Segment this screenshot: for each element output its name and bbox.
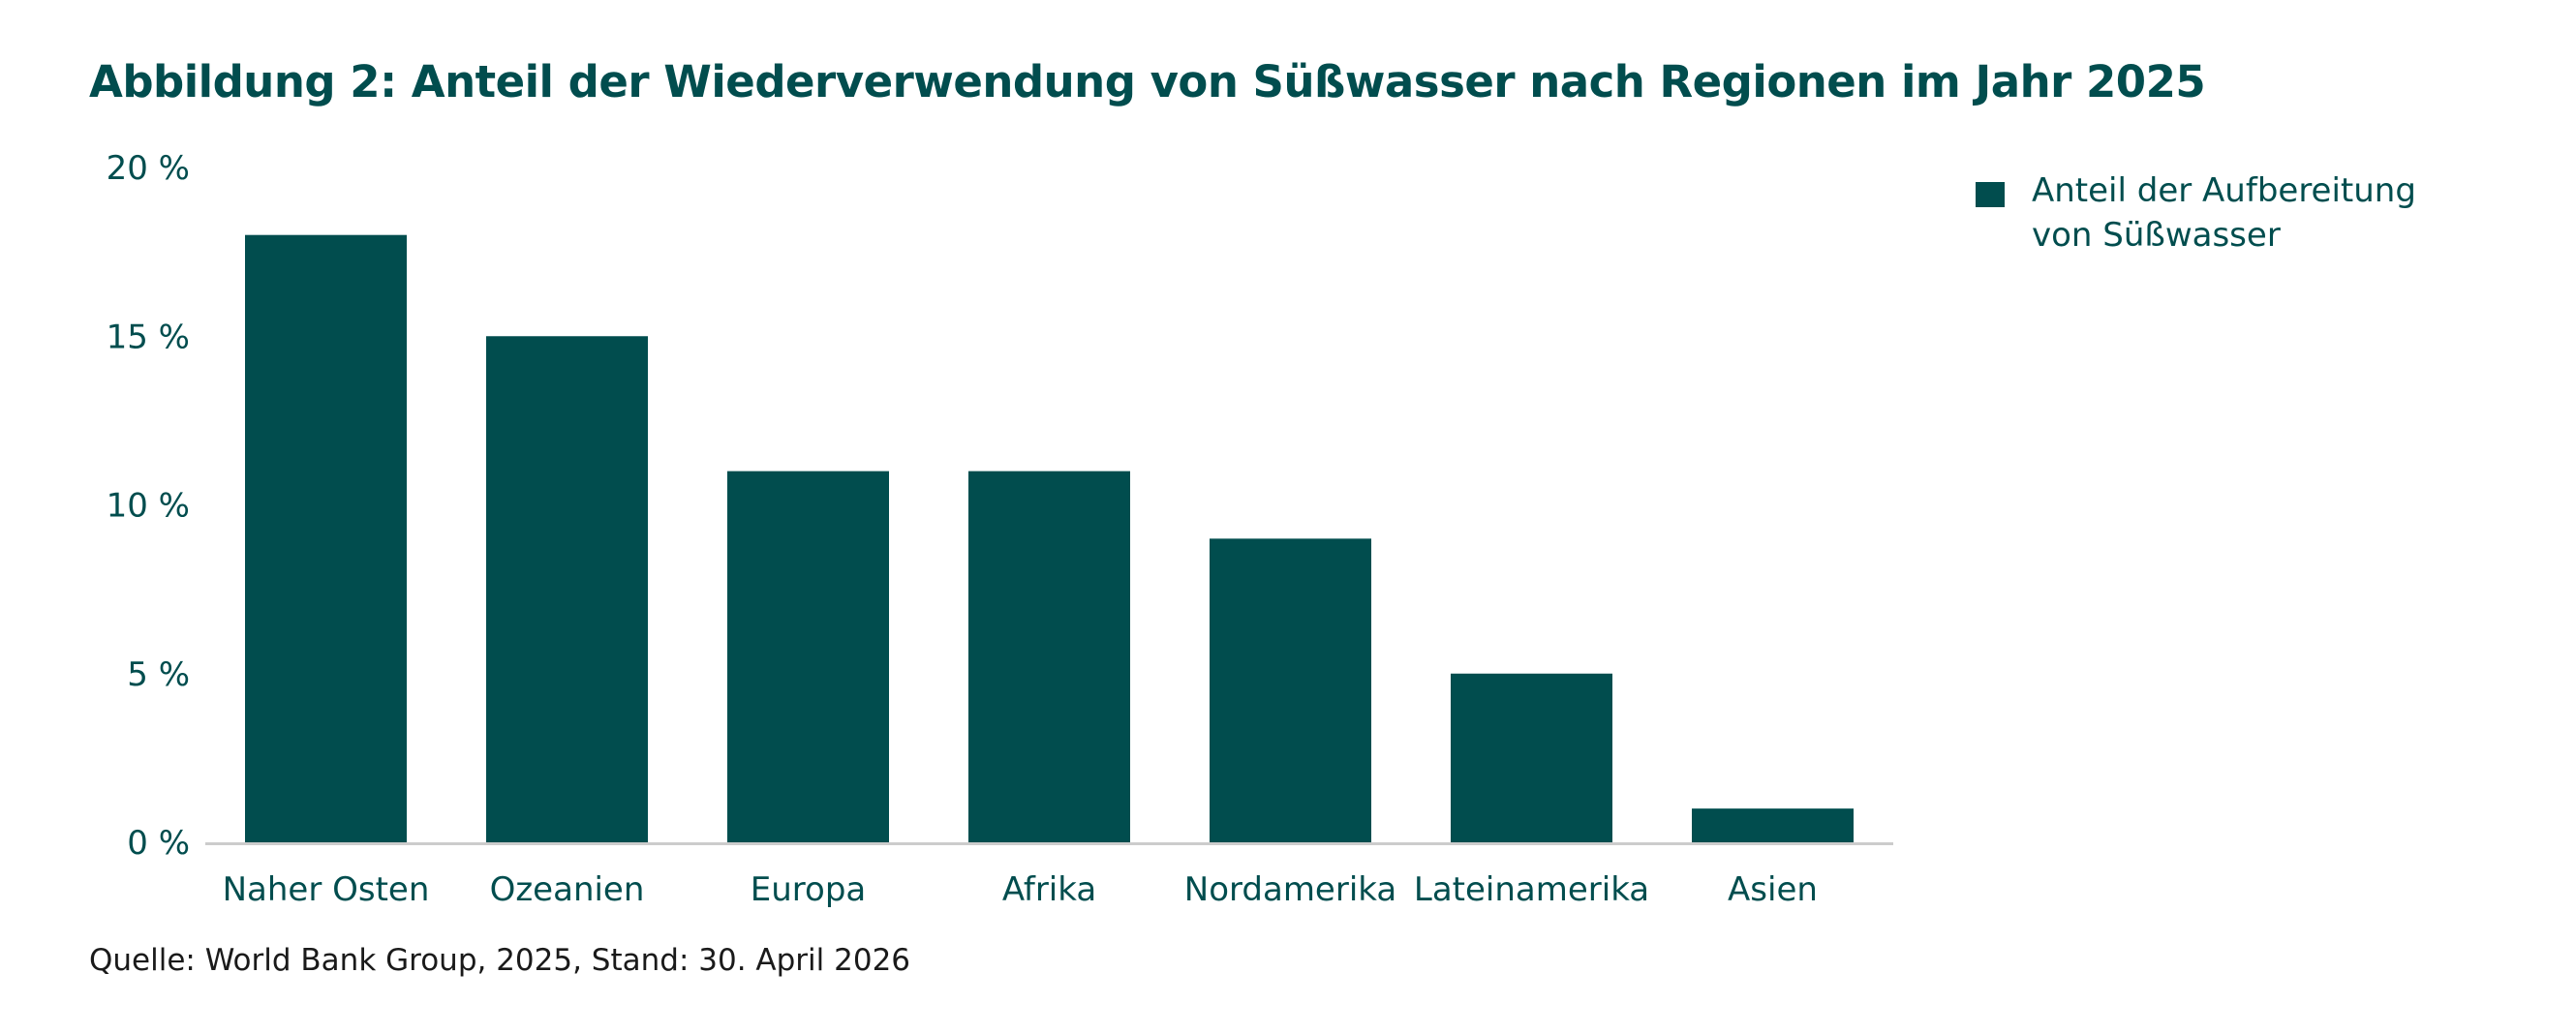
bar: [1451, 673, 1612, 842]
bars: [245, 234, 1854, 842]
y-tick-label: 0 %: [127, 824, 190, 863]
bar: [968, 471, 1130, 842]
y-tick-label: 5 %: [127, 655, 190, 694]
bar: [727, 471, 889, 842]
source-note: Quelle: World Bank Group, 2025, Stand: 3…: [89, 943, 911, 978]
bar: [245, 234, 407, 842]
legend-label: Anteil der Aufbereitung von Süßwasser: [2032, 171, 2416, 255]
bar: [486, 336, 648, 842]
y-axis-ticks: 0 % 5 % 10 % 15 % 20 %: [107, 149, 190, 863]
x-tick-label: Afrika: [1002, 870, 1096, 909]
x-tick-label: Nordamerika: [1184, 870, 1396, 909]
bar: [1692, 808, 1854, 842]
x-tick-label: Europa: [751, 870, 866, 909]
y-tick-label: 15 %: [107, 318, 190, 356]
x-tick-label: Ozeanien: [490, 870, 645, 909]
bar: [1210, 538, 1371, 842]
y-tick-label: 10 %: [107, 487, 190, 526]
x-tick-label: Lateinamerika: [1414, 870, 1649, 909]
legend: Anteil der Aufbereitung von Süßwasser: [1976, 168, 2477, 258]
legend-swatch: [1976, 182, 2005, 207]
x-tick-label: Naher Osten: [223, 870, 430, 909]
x-axis-labels: Naher Osten Ozeanien Europa Afrika Nordameri…: [223, 870, 1818, 909]
x-tick-label: Asien: [1728, 870, 1818, 909]
y-tick-label: 20 %: [107, 149, 190, 188]
chart-title: Abbildung 2: Anteil der Wiederverwendung…: [89, 56, 2206, 107]
